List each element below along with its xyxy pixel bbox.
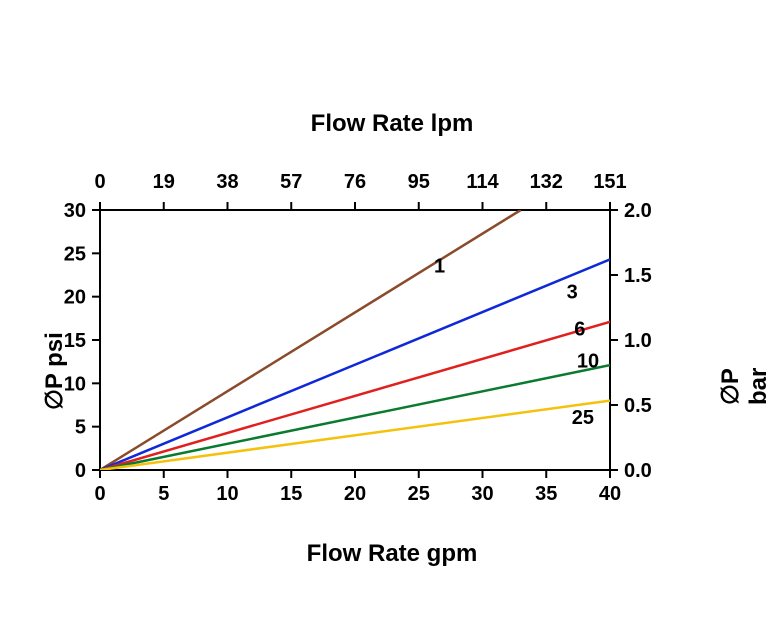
x-top-tick-label: 132 <box>530 171 563 193</box>
y-right-tick-label: 0.0 <box>624 460 652 482</box>
x-bottom-tick-label: 20 <box>344 483 366 505</box>
y-left-tick-label: 0 <box>75 460 86 482</box>
y-left-tick-label: 5 <box>75 417 86 439</box>
plot-area <box>100 210 610 470</box>
y-left-tick-label: 25 <box>64 243 86 265</box>
x-top-tick-label: 57 <box>280 171 302 193</box>
x-bottom-tick-label: 5 <box>158 483 169 505</box>
pressure-flow-chart: Flow Rate lpm Flow Rate gpm ∅P psi ∅P ba… <box>0 0 784 642</box>
x-bottom-tick-label: 25 <box>408 483 430 505</box>
series-line-10 <box>100 365 610 470</box>
x-bottom-tick-label: 40 <box>599 483 621 505</box>
y-left-tick-label: 20 <box>64 287 86 309</box>
x-top-tick-label: 38 <box>216 171 238 193</box>
y-right-tick-label: 1.0 <box>624 330 652 352</box>
x-bottom-tick-label: 10 <box>216 483 238 505</box>
series-line-25 <box>100 401 610 470</box>
series-label-10: 10 <box>577 351 599 373</box>
series-line-3 <box>100 259 610 470</box>
x-bottom-tick-label: 15 <box>280 483 302 505</box>
y-right-tick-label: 1.5 <box>624 265 652 287</box>
x-bottom-tick-label: 35 <box>535 483 557 505</box>
chart-svg: 0510152025303540019385776951141321510510… <box>0 0 784 642</box>
series-label-6: 6 <box>574 319 585 341</box>
x-top-tick-label: 95 <box>408 171 430 193</box>
x-top-tick-label: 151 <box>593 171 626 193</box>
series-label-3: 3 <box>567 281 578 303</box>
y-right-tick-label: 2.0 <box>624 200 652 222</box>
y-left-tick-label: 10 <box>64 373 86 395</box>
x-top-tick-label: 76 <box>344 171 366 193</box>
series-label-25: 25 <box>572 407 594 429</box>
y-left-tick-label: 30 <box>64 200 86 222</box>
x-top-tick-label: 19 <box>153 171 175 193</box>
x-top-tick-label: 0 <box>94 171 105 193</box>
y-right-tick-label: 0.5 <box>624 395 652 417</box>
series-label-1: 1 <box>434 255 445 277</box>
x-top-tick-label: 114 <box>466 171 499 193</box>
y-left-tick-label: 15 <box>64 330 86 352</box>
series-line-1 <box>100 210 521 470</box>
x-bottom-tick-label: 0 <box>94 483 105 505</box>
series-line-6 <box>100 322 610 470</box>
x-bottom-tick-label: 30 <box>471 483 493 505</box>
